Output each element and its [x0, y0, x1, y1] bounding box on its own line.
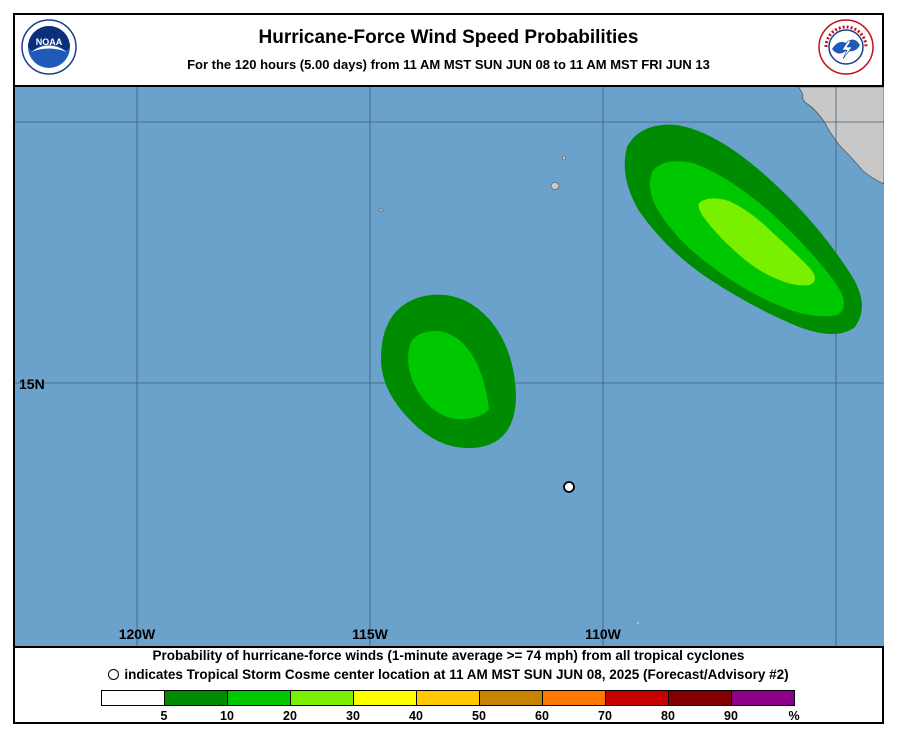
legend-tick: 90 — [724, 709, 738, 723]
legend-tick: 5 — [160, 709, 168, 723]
legend-tick: 40 — [409, 709, 423, 723]
legend-swatch-90 — [731, 690, 795, 706]
lon-label-110w: 110W — [585, 626, 622, 642]
noaa-logo: NOAA — [21, 19, 77, 75]
footer: Probability of hurricane-force winds (1-… — [15, 646, 882, 723]
land-baja-california — [797, 87, 884, 185]
legend-swatch-70 — [605, 690, 669, 706]
probability-legend: 5 10 20 30 40 50 60 70 80 90 % — [101, 690, 801, 723]
legend-tick: 20 — [283, 709, 297, 723]
probability-area-southwest — [381, 294, 516, 449]
legend-swatch-80 — [668, 690, 732, 706]
island-3 — [378, 208, 384, 212]
header: NOAA Hurricane-Force Wind Speed Probabil… — [15, 15, 882, 85]
page-title: Hurricane-Force Wind Speed Probabilities — [258, 27, 639, 48]
legend-swatch-40 — [416, 690, 480, 706]
wind-probability-map: 15N 120W 115W 110W — [15, 85, 884, 648]
probability-contour-10-20 — [408, 330, 489, 420]
map-canvas: 15N 120W 115W 110W — [15, 87, 884, 646]
legend-tick: 50 — [472, 709, 486, 723]
probability-contour-20-30 — [698, 198, 815, 286]
lat-label-15n: 15N — [19, 376, 45, 392]
legend-swatch-10 — [227, 690, 291, 706]
legend-swatch-60 — [542, 690, 606, 706]
island-4 — [637, 622, 639, 624]
lon-label-120w: 120W — [119, 626, 156, 642]
footer-storm-note-text: indicates Tropical Storm Cosme center lo… — [124, 667, 789, 682]
legend-swatch-30 — [353, 690, 417, 706]
page-subtitle: For the 120 hours (5.00 days) from 11 AM… — [187, 57, 710, 72]
lon-label-115w: 115W — [352, 626, 389, 642]
island-2 — [562, 155, 566, 161]
footer-storm-note: indicates Tropical Storm Cosme center lo… — [15, 667, 882, 682]
footer-description: Probability of hurricane-force winds (1-… — [152, 648, 745, 663]
noaa-logo-text: NOAA — [36, 37, 63, 47]
product-frame: NOAA Hurricane-Force Wind Speed Probabil… — [13, 13, 884, 724]
island-1 — [550, 182, 560, 190]
storm-center-circle-icon — [108, 669, 120, 680]
legend-swatch-20 — [290, 690, 354, 706]
legend-tick: 80 — [661, 709, 675, 723]
storm-center-marker — [563, 481, 575, 493]
probability-area-northeast — [624, 124, 862, 334]
national-weather-service-logo — [818, 19, 874, 75]
legend-tick: 10 — [220, 709, 234, 723]
legend-swatch-0 — [101, 690, 165, 706]
legend-tick: 30 — [346, 709, 360, 723]
legend-tick: 60 — [535, 709, 549, 723]
legend-tick-percent: % — [788, 709, 800, 723]
legend-tick: 70 — [598, 709, 612, 723]
legend-swatch-50 — [479, 690, 543, 706]
legend-swatch-5 — [164, 690, 228, 706]
